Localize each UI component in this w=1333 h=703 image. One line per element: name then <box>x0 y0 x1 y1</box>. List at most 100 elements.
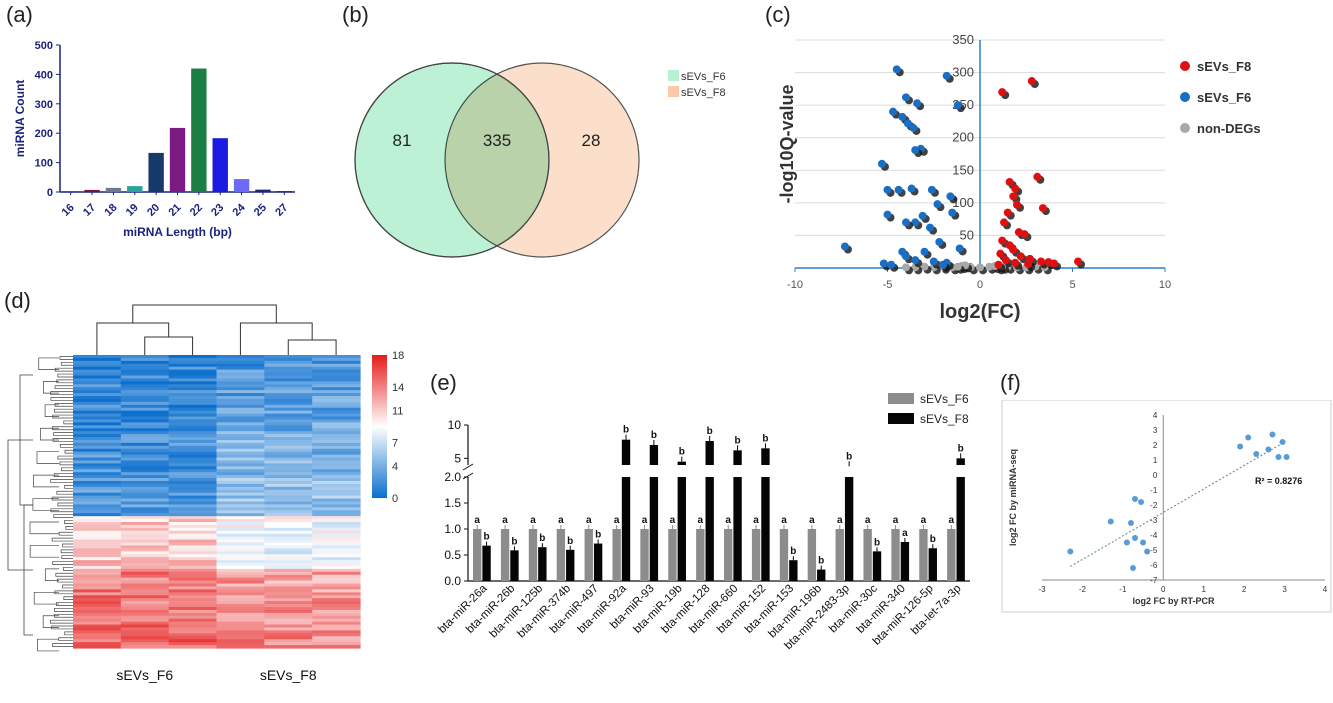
heatmap-cell <box>73 463 122 467</box>
heatmap-cell <box>168 554 218 558</box>
legend-swatch <box>888 413 914 424</box>
point-sEVs_F8 <box>996 249 1005 258</box>
heatmap-cell <box>312 486 361 491</box>
bar <box>900 542 910 581</box>
heatmap-cell <box>216 448 265 453</box>
bar <box>649 477 659 581</box>
point-sEVs_F8 <box>1005 178 1014 187</box>
data-point <box>1269 431 1276 438</box>
data-point <box>1283 454 1290 460</box>
heatmap-cell <box>312 574 361 579</box>
heatmap-cell <box>73 645 122 649</box>
heatmap-cell <box>216 563 265 567</box>
heatmap-cell <box>216 501 265 506</box>
heatmap-cell <box>264 621 313 626</box>
heatmap-cell <box>216 466 265 470</box>
heatmap-cell <box>264 396 313 400</box>
data-point <box>1123 539 1130 546</box>
heatmap-cell <box>73 401 122 406</box>
heatmap-cell <box>120 504 170 508</box>
heatmap-cell <box>264 372 313 377</box>
heatmap-cell <box>216 542 265 547</box>
y-tick-label: 200 <box>952 130 974 145</box>
axis-break <box>462 463 474 471</box>
heatmap-cell <box>216 410 265 415</box>
heatmap-cell <box>264 439 313 444</box>
row-dendrogram-branch <box>53 408 73 413</box>
x-tick-label: 17 <box>81 202 98 219</box>
row-dendrogram-branch <box>63 596 73 601</box>
heatmap-cell <box>168 425 218 429</box>
heatmap-cell <box>73 486 122 491</box>
heatmap-cell <box>216 551 265 555</box>
heatmap-cell <box>264 606 313 611</box>
heatmap-cell <box>73 510 122 514</box>
bar <box>751 529 761 581</box>
heatmap-cell <box>216 404 265 409</box>
heatmap-cell <box>73 580 122 585</box>
point-sEVs_F6 <box>913 99 922 108</box>
colorbar-tick-label: 4 <box>392 461 398 473</box>
heatmap-cell <box>216 568 265 573</box>
row-dendrogram-branch <box>64 449 73 454</box>
heatmap-cell <box>264 580 313 585</box>
heatmap-cell <box>168 621 218 626</box>
heatmap-cell <box>312 516 361 520</box>
point-sEVs_F6 <box>883 185 892 194</box>
heatmap-cell <box>73 618 122 623</box>
bar <box>705 477 714 581</box>
point-sEVs_F6 <box>918 211 927 220</box>
heatmap-cell <box>216 396 265 400</box>
heatmap-cell <box>312 448 361 453</box>
heatmap-cell <box>120 574 170 579</box>
heatmap-cell <box>120 627 170 632</box>
significance-label: a <box>893 515 899 526</box>
heatmap-cell <box>120 401 170 406</box>
row-dendrogram-branch <box>60 361 73 366</box>
heatmap-cell <box>264 539 313 544</box>
point-sEVs_F8 <box>1074 257 1083 266</box>
heatmap-cell <box>73 437 122 441</box>
heatmap-cell <box>216 372 265 377</box>
x-tick-label: -1 <box>1119 585 1127 594</box>
heatmap-cell <box>264 469 313 473</box>
bar <box>919 529 928 581</box>
heatmap-cell <box>312 390 361 394</box>
heatmap-cell <box>73 583 122 588</box>
heatmap-cell <box>216 419 265 423</box>
heatmap-cell <box>73 439 122 444</box>
row-dendrogram-branch <box>59 356 73 360</box>
chart-d-heatmap: 0 4 7 11 14 18 sEVs_F6 sEVs_F8 <box>7 304 404 683</box>
column-dendrogram-branch <box>144 336 194 355</box>
data-point <box>1140 539 1147 546</box>
heatmap-cell <box>168 548 218 552</box>
heatmap-cell <box>312 445 361 450</box>
heatmap-cell <box>216 437 265 441</box>
heatmap-cell <box>216 519 265 523</box>
heatmap-cell <box>120 577 170 582</box>
significance-label: a <box>698 515 704 526</box>
heatmap-cell <box>73 501 122 506</box>
heatmap-cell <box>168 524 218 529</box>
x-tick-label: 24 <box>231 201 249 219</box>
legend-swatch <box>888 393 914 404</box>
heatmap-cell <box>264 375 313 380</box>
heatmap-cell <box>168 413 218 418</box>
heatmap-cell <box>216 498 265 503</box>
y-tick-label: 500 <box>35 40 53 52</box>
heatmap-cell <box>120 393 170 397</box>
colorbar <box>372 355 387 498</box>
heatmap-cell <box>73 492 122 497</box>
heatmap-cell <box>264 560 313 564</box>
heatmap-cell <box>216 360 265 365</box>
row-dendrogram-branch <box>57 455 73 460</box>
heatmap-cell <box>73 355 122 359</box>
bar <box>649 445 659 465</box>
data-point <box>1245 434 1252 441</box>
heatmap-cell <box>168 457 218 462</box>
chart-e-qpcr-bars: 0.00.51.01.52.0510abbta-miR-26aabbta-miR… <box>436 392 970 652</box>
panel-label-d: (d) <box>4 288 31 313</box>
bar <box>276 191 293 192</box>
heatmap-cell <box>312 381 361 385</box>
chart-b-venn: 81 335 28 sEVs_F6 sEVs_F8 <box>354 62 726 258</box>
